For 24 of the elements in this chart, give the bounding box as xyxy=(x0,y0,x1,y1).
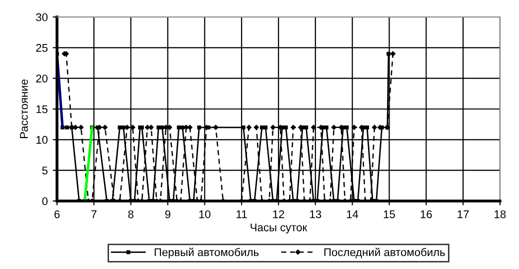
x-tick-label: 13 xyxy=(310,210,322,218)
x-axis-title: Часы суток xyxy=(250,224,308,234)
x-tick-label: 7 xyxy=(91,210,96,218)
x-tick-label: 8 xyxy=(128,210,134,218)
x-tick-label: 10 xyxy=(199,210,210,218)
x-tick-label: 12 xyxy=(273,210,284,218)
y-axis-title: Расстояние xyxy=(20,79,28,138)
x-tick-label: 15 xyxy=(384,210,395,218)
x-tick-label: 18 xyxy=(494,210,506,218)
x-tick-label: 17 xyxy=(458,210,469,218)
y-tick-label: 10 xyxy=(36,136,48,144)
legend-label: Первый автомобиль xyxy=(154,248,259,258)
x-tick-label: 14 xyxy=(347,210,358,218)
legend-label: Последний автомобиль xyxy=(324,248,445,258)
x-tick-label: 6 xyxy=(54,210,60,218)
y-tick-label: 30 xyxy=(36,13,48,22)
y-tick-label: 5 xyxy=(42,166,48,174)
y-tick-label: 25 xyxy=(36,44,48,52)
x-tick-label: 9 xyxy=(165,210,170,218)
x-tick-label: 16 xyxy=(420,210,432,218)
x-tick-label: 11 xyxy=(236,210,247,218)
y-tick-label: 0 xyxy=(42,197,48,206)
y-tick-label: 20 xyxy=(36,74,48,82)
y-tick-label: 15 xyxy=(36,105,48,114)
